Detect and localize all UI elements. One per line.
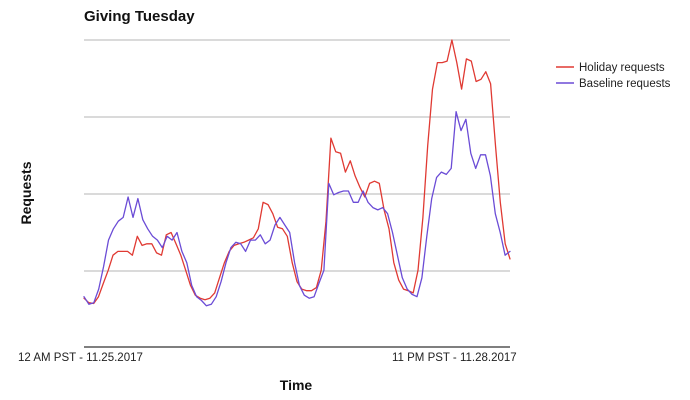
series-group (83, 39, 511, 307)
legend-label-holiday: Holiday requests (579, 62, 665, 74)
legend: Holiday requests Baseline requests (556, 62, 671, 90)
x-tick-label-start: 12 AM PST - 11.25.2017 (18, 352, 143, 364)
legend-label-baseline: Baseline requests (579, 78, 671, 90)
chart-title: Giving Tuesday (84, 8, 195, 25)
series-line-holiday (83, 39, 511, 305)
x-tick-label-end: 11 PM PST - 11.28.2017 (392, 352, 517, 364)
legend-item-baseline: Baseline requests (556, 78, 671, 90)
legend-item-holiday: Holiday requests (556, 62, 665, 74)
gridlines (84, 39, 510, 272)
series-line-baseline (83, 111, 511, 307)
y-axis-title: Requests (18, 161, 34, 224)
x-axis-title: Time (280, 377, 313, 393)
